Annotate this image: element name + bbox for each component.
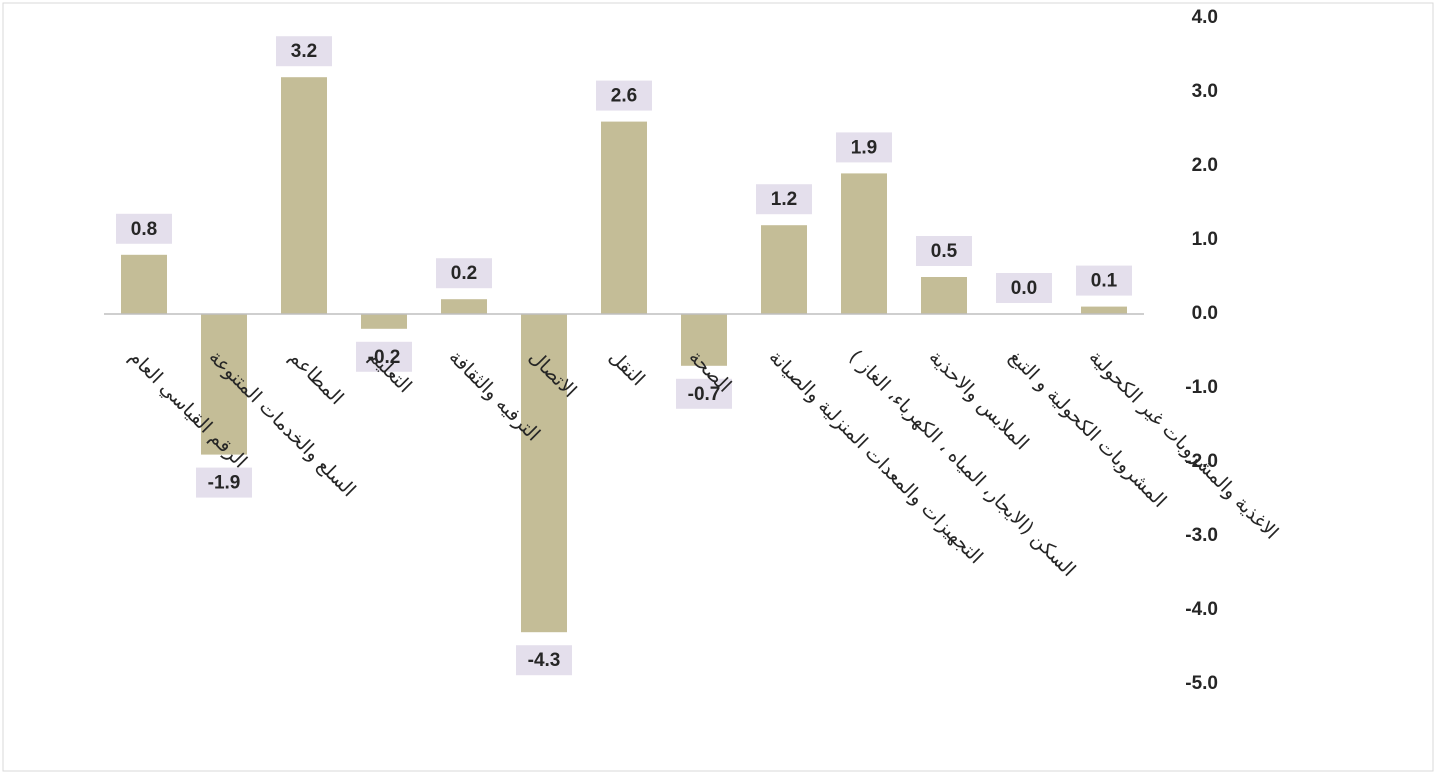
data-label: -4.3 (528, 650, 561, 671)
y-tick-label: -3.0 (1185, 525, 1218, 546)
bar (681, 314, 727, 366)
data-label: 2.6 (611, 86, 637, 107)
bar (1081, 306, 1127, 314)
data-label: 1.9 (851, 137, 877, 158)
data-label-box (836, 132, 892, 163)
data-label-box (676, 378, 732, 409)
y-tick-label: 1.0 (1192, 229, 1218, 250)
data-label: 0.0 (1011, 278, 1037, 299)
data-label: -1.9 (208, 473, 241, 494)
y-tick-label: 3.0 (1192, 81, 1218, 102)
bar (921, 277, 967, 314)
data-label: -0.7 (688, 384, 721, 405)
data-label: 0.8 (131, 219, 157, 240)
data-label: 0.2 (451, 263, 477, 284)
bar (761, 225, 807, 314)
bar (201, 314, 247, 455)
data-label-box (916, 236, 972, 266)
data-label-box (196, 467, 252, 498)
y-tick-label: 0.0 (1192, 303, 1218, 324)
data-label: 0.5 (931, 241, 958, 262)
bar (601, 121, 647, 314)
bar (281, 77, 327, 314)
y-tick-label: -1.0 (1185, 377, 1218, 398)
data-label-box (996, 273, 1052, 303)
data-label-box (356, 341, 412, 372)
bar (521, 314, 567, 633)
data-label-box (516, 645, 572, 676)
y-tick-label: -2.0 (1185, 451, 1218, 472)
data-label-box (1076, 265, 1132, 296)
data-label-box (596, 80, 652, 111)
y-tick-label: 2.0 (1192, 155, 1218, 176)
data-label-box (276, 36, 332, 67)
data-label: 0.1 (1091, 271, 1118, 292)
y-tick-label: -5.0 (1185, 673, 1218, 694)
bar (441, 299, 487, 314)
data-label-box (116, 213, 172, 244)
y-tick-label: 4.0 (1192, 7, 1218, 28)
y-tick-label: -4.0 (1185, 599, 1218, 620)
data-label: 3.2 (291, 41, 317, 62)
data-label-box (436, 258, 492, 289)
data-label: 1.2 (771, 189, 797, 210)
data-label-box (756, 184, 812, 215)
bar (121, 254, 167, 314)
bar (361, 314, 407, 329)
bar (841, 173, 887, 314)
data-label: -0.2 (368, 347, 401, 368)
